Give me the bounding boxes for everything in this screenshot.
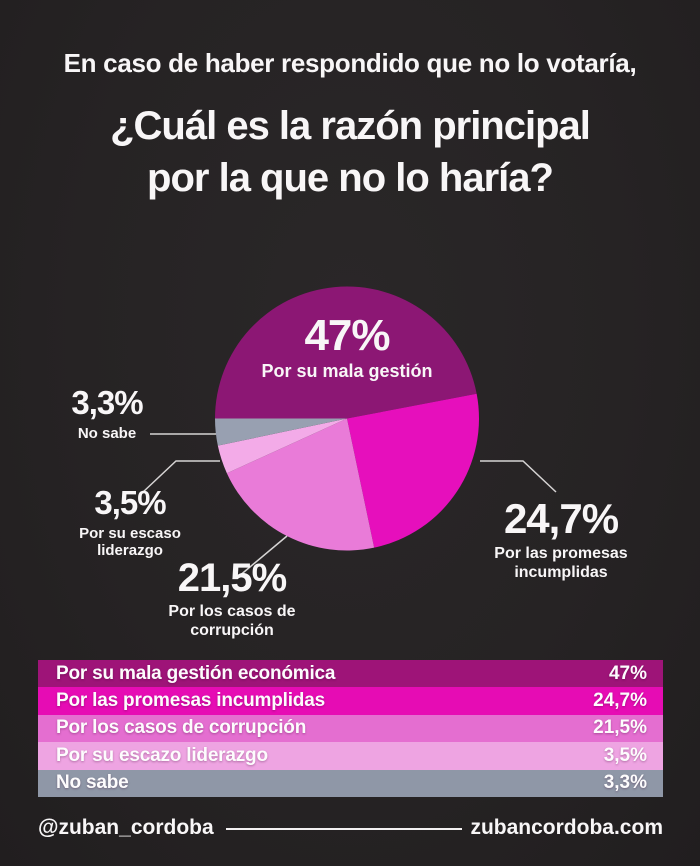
slice-label-escaso-liderazgo: 3,5% Por su escaso liderazgo bbox=[70, 484, 190, 560]
table-row: No sabe 3,3% bbox=[38, 769, 663, 797]
pie-slices bbox=[215, 286, 479, 551]
row-value: 21,5% bbox=[593, 717, 647, 739]
row-label: Por su mala gestión económica bbox=[56, 662, 336, 684]
slice-value-mala-gestion: 47% bbox=[304, 311, 390, 360]
slice-text-promesas: Por las promesas incumplidas bbox=[494, 545, 628, 581]
slice-label-no-sabe: 3,3% No sabe bbox=[71, 384, 143, 442]
slice-value-promesas: 24,7% bbox=[503, 495, 619, 542]
row-label: Por su escazo liderazgo bbox=[56, 744, 268, 766]
table-row: Por las promesas incumplidas 24,7% bbox=[38, 687, 663, 715]
slice-text-corrupcion: Por los casos de corrupción bbox=[168, 603, 296, 639]
intro-text: En caso de haber respondido que no lo vo… bbox=[63, 48, 637, 78]
website-link: zubancordoba.com bbox=[470, 816, 663, 839]
row-value: 3,5% bbox=[603, 744, 647, 766]
row-label: Por las promesas incumplidas bbox=[56, 690, 325, 712]
pie-slice-5 bbox=[215, 418, 347, 446]
social-handle: @zuban_cordoba bbox=[38, 816, 214, 839]
table-row: Por su escazo liderazgo 3,5% bbox=[38, 742, 663, 770]
pie-slice-3 bbox=[226, 418, 375, 551]
slice-label-mala-gestion: 47% Por su mala gestión bbox=[261, 311, 433, 382]
row-label: Por los casos de corrupción bbox=[56, 717, 307, 739]
question-line-2: por la que no lo haría? bbox=[147, 156, 554, 200]
page-title: ¿Cuál es la razón principal por la que n… bbox=[0, 100, 700, 204]
results-table: Por su mala gestión económica 47% Por la… bbox=[38, 660, 663, 797]
row-label: No sabe bbox=[56, 772, 129, 794]
pie-slice-1 bbox=[215, 286, 477, 419]
slice-text-escaso-liderazgo: Por su escaso liderazgo bbox=[79, 524, 181, 560]
slice-text-mala-gestion: Por su mala gestión bbox=[261, 361, 433, 382]
callout-line-promesas bbox=[480, 460, 557, 493]
footer-divider bbox=[226, 828, 462, 830]
slice-label-corrupcion: 21,5% Por los casos de corrupción bbox=[157, 557, 307, 641]
callout-line-corrupcion bbox=[237, 535, 288, 578]
row-value: 47% bbox=[608, 662, 647, 684]
question-line-1: ¿Cuál es la razón principal bbox=[110, 104, 591, 148]
pie-slice-4 bbox=[217, 418, 347, 474]
slice-label-promesas: 24,7% Por las promesas incumplidas bbox=[476, 495, 646, 583]
slice-value-escaso-liderazgo: 3,5% bbox=[94, 484, 166, 521]
row-value: 24,7% bbox=[593, 690, 647, 712]
slice-text-no-sabe: No sabe bbox=[77, 424, 137, 442]
footer: @zuban_cordoba zubancordoba.com bbox=[0, 812, 700, 846]
row-value: 3,3% bbox=[603, 772, 647, 794]
callout-line-escaso-liderazgo bbox=[141, 460, 220, 494]
table-row: Por su mala gestión económica 47% bbox=[38, 660, 663, 688]
slice-value-no-sabe: 3,3% bbox=[71, 384, 143, 421]
slice-value-corrupcion: 21,5% bbox=[177, 556, 287, 600]
table-row: Por los casos de corrupción 21,5% bbox=[38, 714, 663, 743]
pie-slice-2 bbox=[347, 393, 479, 548]
